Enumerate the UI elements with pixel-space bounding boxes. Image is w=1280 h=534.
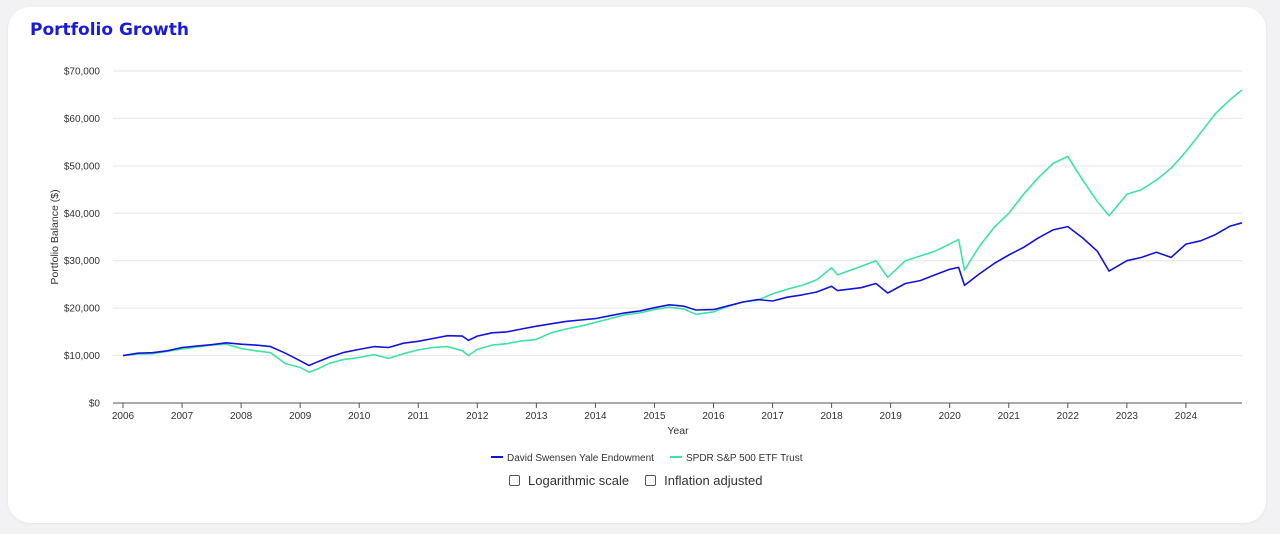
log-scale-option[interactable]: Logarithmic scale	[509, 473, 629, 488]
y-tick-label: $0	[89, 399, 101, 410]
x-tick-label: 2021	[998, 411, 1021, 422]
y-axis-title: Portfolio Balance ($)	[49, 189, 61, 284]
spy-etf-line	[122, 89, 1243, 373]
series-lines	[122, 89, 1243, 373]
x-tick-label: 2010	[348, 411, 371, 422]
legend: David Swensen Yale Endowment SPDR S&P 500…	[491, 453, 803, 464]
x-tick-label: 2013	[525, 411, 548, 422]
y-tick-label: $60,000	[64, 114, 101, 125]
x-tick-label: 2011	[407, 411, 429, 422]
y-tick-label: $40,000	[64, 209, 101, 220]
x-tick-label: 2015	[643, 411, 666, 422]
y-tick-label: $50,000	[64, 161, 101, 172]
x-tick-label: 2014	[584, 411, 607, 422]
x-tick-label: 2020	[939, 411, 962, 422]
x-tick-label: 2022	[1057, 411, 1080, 422]
x-axis-ticks: 2006 2007 2008 2009 2010 2011 2012 2013 2014 2015…	[112, 403, 1198, 422]
portfolio-growth-card	[8, 7, 1266, 523]
x-tick-label: 2016	[702, 411, 725, 422]
log-scale-checkbox[interactable]	[509, 475, 520, 486]
x-tick-label: 2012	[466, 411, 489, 422]
inflation-adjusted-label: Inflation adjusted	[664, 473, 763, 488]
x-tick-label: 2008	[230, 411, 253, 422]
log-scale-label: Logarithmic scale	[528, 473, 630, 488]
x-tick-label: 2009	[289, 411, 312, 422]
inflation-adjusted-option[interactable]: Inflation adjusted	[645, 473, 762, 488]
legend-label-spy: SPDR S&P 500 ETF Trust	[686, 453, 803, 464]
legend-label-yale: David Swensen Yale Endowment	[507, 453, 654, 464]
yale-endowment-line	[122, 222, 1243, 367]
x-axis-title: Year	[667, 425, 689, 437]
chart-title: Portfolio Growth	[30, 20, 189, 40]
y-tick-label: $30,000	[64, 256, 101, 267]
inflation-adjusted-checkbox[interactable]	[645, 475, 657, 486]
x-tick-label: 2006	[112, 411, 135, 422]
grid-lines	[113, 70, 1242, 357]
x-tick-label: 2023	[1116, 411, 1139, 422]
y-tick-label: $10,000	[64, 351, 101, 362]
x-tick-label: 2024	[1175, 411, 1198, 422]
y-axis-ticks: $0 $10,000 $20,000 $30,000 $40,000 $50,000 $60…	[64, 67, 101, 410]
x-tick-label: 2018	[820, 411, 843, 422]
y-tick-label: $70,000	[64, 67, 101, 78]
x-tick-label: 2017	[761, 411, 784, 422]
chart-options: Logarithmic scale Inflation adjusted	[509, 473, 762, 488]
y-tick-label: $20,000	[64, 304, 101, 315]
x-tick-label: 2007	[171, 411, 194, 422]
x-tick-label: 2019	[880, 411, 903, 422]
